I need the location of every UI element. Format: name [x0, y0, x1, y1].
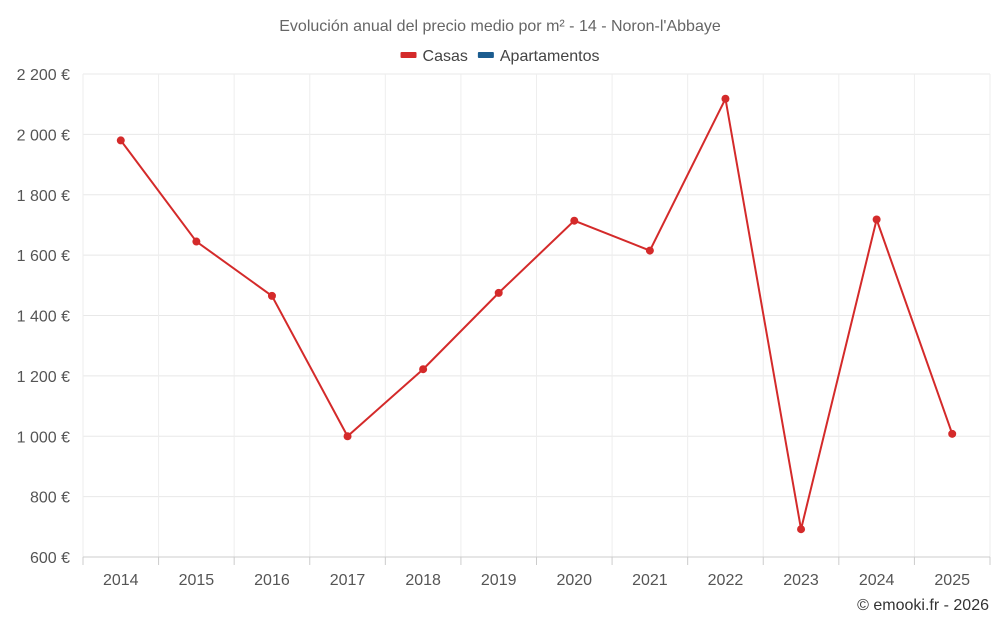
credit-text: © emooki.fr - 2026 — [857, 597, 989, 614]
x-tick-label: 2019 — [481, 572, 517, 589]
y-tick-label: 800 € — [30, 490, 70, 507]
x-tick-label: 2022 — [708, 572, 744, 589]
x-tick-label: 2015 — [179, 572, 215, 589]
x-tick-label: 2025 — [934, 572, 970, 589]
data-point — [948, 429, 957, 438]
grid-layer — [82, 73, 991, 558]
data-point — [494, 288, 503, 297]
x-tick-label: 2020 — [556, 572, 592, 589]
data-point — [343, 432, 352, 441]
legend: Casas Apartamentos — [400, 48, 600, 65]
y-tick-label: 2 200 € — [17, 67, 70, 84]
legend-swatch — [400, 52, 417, 58]
legend-swatch — [477, 52, 494, 58]
legend-label: Casas — [423, 48, 468, 65]
y-tick-label: 1 200 € — [17, 369, 70, 386]
y-tick-label: 600 € — [30, 550, 70, 567]
x-tick-label: 2016 — [254, 572, 290, 589]
y-tick-label: 1 000 € — [17, 429, 70, 446]
x-tick-label: 2018 — [405, 572, 441, 589]
data-point — [192, 237, 201, 246]
legend-label: Apartamentos — [500, 48, 600, 65]
data-point — [267, 291, 276, 300]
axis-layer: 600 € 800 € 1 000 € 1 200 € 1 400 € 1 600 € 1 … — [17, 67, 991, 589]
data-point — [570, 216, 579, 225]
x-tick-label: 2024 — [859, 572, 895, 589]
data-point — [872, 215, 881, 224]
x-tick-label: 2021 — [632, 572, 668, 589]
y-tick-label: 1 600 € — [17, 248, 70, 265]
x-tick-label: 2023 — [783, 572, 819, 589]
x-tick-label: 2017 — [330, 572, 366, 589]
x-tick-label: 2014 — [103, 572, 139, 589]
series-line — [119, 95, 954, 530]
data-point — [419, 365, 428, 374]
data-point — [645, 246, 654, 255]
y-tick-label: 1 800 € — [17, 188, 70, 205]
chart-title: Evolución anual del precio medio por m² … — [279, 18, 721, 35]
y-tick-label: 1 400 € — [17, 309, 70, 326]
series-layer — [116, 94, 957, 534]
data-point — [797, 525, 806, 534]
data-point — [116, 136, 125, 145]
y-tick-label: 2 000 € — [17, 127, 70, 144]
data-point — [721, 94, 730, 103]
